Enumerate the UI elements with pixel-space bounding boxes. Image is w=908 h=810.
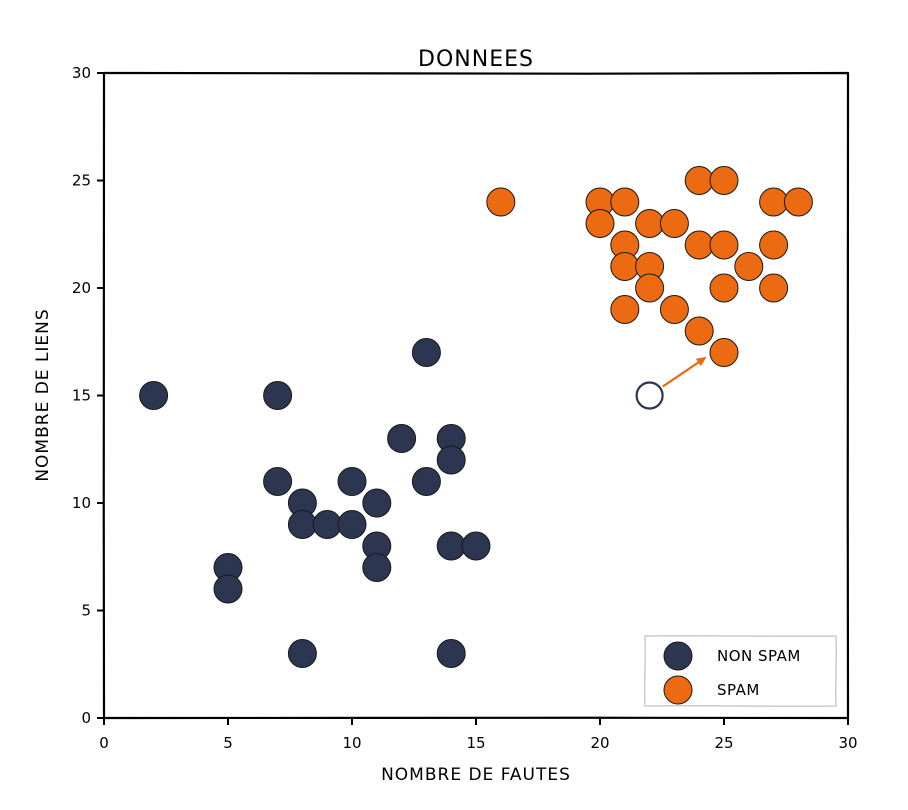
data-point xyxy=(635,209,665,238)
y-tick-label: 25 xyxy=(72,172,91,190)
arrow-shaft xyxy=(662,359,703,388)
series-non-spam xyxy=(139,338,491,668)
legend-marker-spam xyxy=(663,675,693,705)
data-point xyxy=(337,467,367,496)
legend-marker-non-spam xyxy=(663,641,693,671)
data-point xyxy=(411,338,441,367)
data-point xyxy=(684,166,714,195)
data-point xyxy=(759,273,789,303)
x-tick-label: 30 xyxy=(838,734,857,752)
arrow-head xyxy=(695,356,707,367)
data-point xyxy=(759,230,789,260)
x-axis-label: NOMBRE DE FAUTES xyxy=(381,765,571,785)
data-points xyxy=(139,166,813,668)
y-axis-label: NOMBRE DE LIENS xyxy=(33,308,53,481)
legend-box xyxy=(643,634,838,708)
x-tick-label: 15 xyxy=(466,734,485,752)
y-axis-ticks: 0 5 10 15 20 25 30 xyxy=(72,64,104,727)
x-tick-label: 10 xyxy=(342,734,361,752)
new-point xyxy=(635,381,664,410)
data-point xyxy=(783,187,813,217)
data-point xyxy=(287,510,317,539)
x-tick-label: 20 xyxy=(590,734,609,752)
y-tick-label: 10 xyxy=(72,494,91,512)
legend-label-spam: SPAM xyxy=(717,681,760,699)
data-point xyxy=(709,273,739,303)
data-point xyxy=(734,252,764,281)
y-tick-label: 5 xyxy=(81,602,91,620)
plot-frame xyxy=(102,71,850,720)
new-point-annotation xyxy=(635,356,707,410)
y-tick-label: 30 xyxy=(72,64,91,82)
data-point xyxy=(461,531,491,561)
data-point xyxy=(684,316,714,346)
data-point xyxy=(387,424,417,453)
legend: NON SPAM SPAM xyxy=(643,634,838,708)
data-point xyxy=(337,510,367,539)
data-point xyxy=(585,209,615,238)
series-spam xyxy=(486,166,813,367)
x-axis-ticks: 0 5 10 15 20 25 30 xyxy=(99,718,858,752)
y-tick-label: 0 xyxy=(81,709,91,727)
data-point xyxy=(362,553,392,582)
data-point xyxy=(411,467,441,496)
legend-label-non-spam: NON SPAM xyxy=(717,647,801,665)
data-point xyxy=(486,187,516,217)
y-tick-label: 15 xyxy=(72,387,91,405)
data-point xyxy=(263,467,293,496)
data-point xyxy=(139,381,169,410)
data-point xyxy=(362,488,392,518)
chart-title: DONNEES xyxy=(418,47,534,72)
x-tick-label: 25 xyxy=(714,734,733,752)
data-point xyxy=(709,230,739,260)
data-point xyxy=(263,381,293,410)
data-point xyxy=(610,295,640,324)
data-point xyxy=(659,295,689,324)
data-point xyxy=(610,252,640,281)
data-point xyxy=(659,209,689,238)
data-point xyxy=(436,531,466,561)
data-point xyxy=(436,639,466,668)
data-point xyxy=(312,510,342,539)
data-point xyxy=(709,166,739,195)
data-point xyxy=(684,230,714,260)
data-point xyxy=(709,338,739,367)
data-point xyxy=(635,273,665,303)
x-tick-label: 5 xyxy=(223,734,233,752)
data-point xyxy=(610,187,640,217)
y-tick-label: 20 xyxy=(72,279,91,297)
data-point xyxy=(759,187,789,217)
data-point xyxy=(213,574,243,604)
data-point xyxy=(287,639,317,668)
data-point xyxy=(436,445,466,475)
x-tick-label: 0 xyxy=(99,734,109,752)
